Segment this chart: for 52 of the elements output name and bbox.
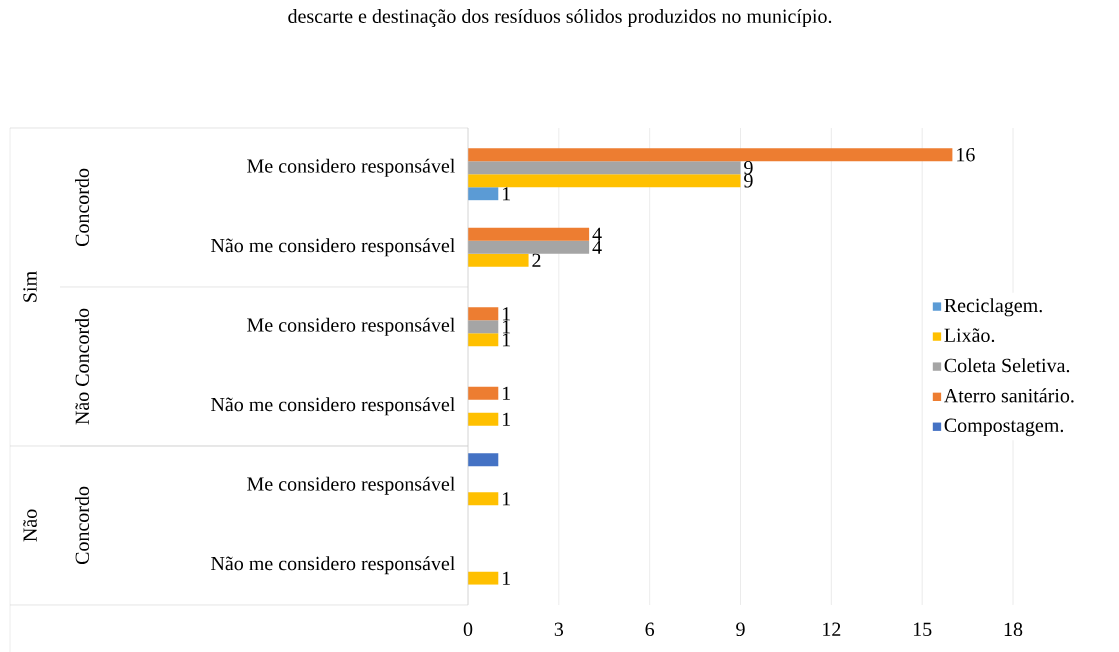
text: Concordo bbox=[74, 168, 90, 247]
bar bbox=[468, 333, 499, 347]
data-label: 1 bbox=[502, 333, 511, 347]
x-tick-label: 9 bbox=[736, 622, 745, 637]
bar bbox=[468, 148, 953, 162]
y-tick-label: Não me considero responsável bbox=[211, 556, 455, 575]
bar bbox=[468, 174, 741, 188]
legend-label: Coleta Seletiva. bbox=[944, 358, 1070, 373]
data-label: 1 bbox=[502, 187, 511, 201]
bar bbox=[468, 492, 499, 506]
legend-label: Lixão. bbox=[944, 328, 995, 343]
bar bbox=[468, 240, 590, 254]
data-label: 16 bbox=[957, 148, 975, 162]
y-tick-label: Me considero responsável bbox=[247, 476, 455, 495]
y-tick-label: Não me considero responsável bbox=[211, 238, 455, 257]
data-label: 1 bbox=[502, 412, 511, 426]
x-tick-label: 0 bbox=[463, 622, 473, 637]
legend-label: Compostagem. bbox=[944, 418, 1064, 437]
bar bbox=[468, 307, 499, 321]
bar bbox=[468, 227, 590, 241]
x-tick-label: 18 bbox=[1004, 622, 1023, 637]
text: Não Concordo bbox=[74, 308, 90, 425]
data-label: 4 bbox=[592, 240, 602, 254]
y-tick-label: Me considero responsável bbox=[247, 317, 455, 336]
x-tick-label: 6 bbox=[645, 622, 655, 637]
y-tick-label: Não me considero responsável bbox=[211, 397, 455, 416]
legend-label: Aterro sanitário. bbox=[944, 388, 1074, 403]
x-tick-label: 12 bbox=[823, 622, 841, 636]
data-label: 1 bbox=[502, 320, 511, 334]
text: Sim bbox=[23, 271, 37, 302]
bar bbox=[468, 412, 499, 426]
y-tick-label: Me considero responsável bbox=[247, 158, 455, 177]
data-label: 9 bbox=[744, 174, 753, 188]
data-label: 4 bbox=[592, 227, 602, 241]
chart-title: descarte e destinação dos resíduos sólidos produzidos no município. bbox=[288, 8, 832, 28]
data-label: 1 bbox=[502, 492, 511, 506]
data-label: 2 bbox=[532, 253, 541, 267]
bar bbox=[468, 320, 499, 334]
data-label: 1 bbox=[502, 386, 511, 400]
data-label: 1 bbox=[502, 571, 511, 585]
bar bbox=[468, 187, 499, 201]
text: Não bbox=[23, 509, 37, 542]
x-tick-label: 15 bbox=[913, 622, 932, 636]
bar bbox=[468, 386, 499, 400]
bar bbox=[468, 253, 529, 267]
bar bbox=[468, 453, 499, 467]
x-tick-label: 3 bbox=[554, 622, 564, 637]
data-label: 1 bbox=[502, 307, 511, 321]
data-label: 9 bbox=[744, 161, 753, 175]
bar bbox=[468, 161, 741, 175]
legend-label: Reciclagem. bbox=[944, 298, 1042, 317]
text: Concordo bbox=[74, 486, 90, 565]
